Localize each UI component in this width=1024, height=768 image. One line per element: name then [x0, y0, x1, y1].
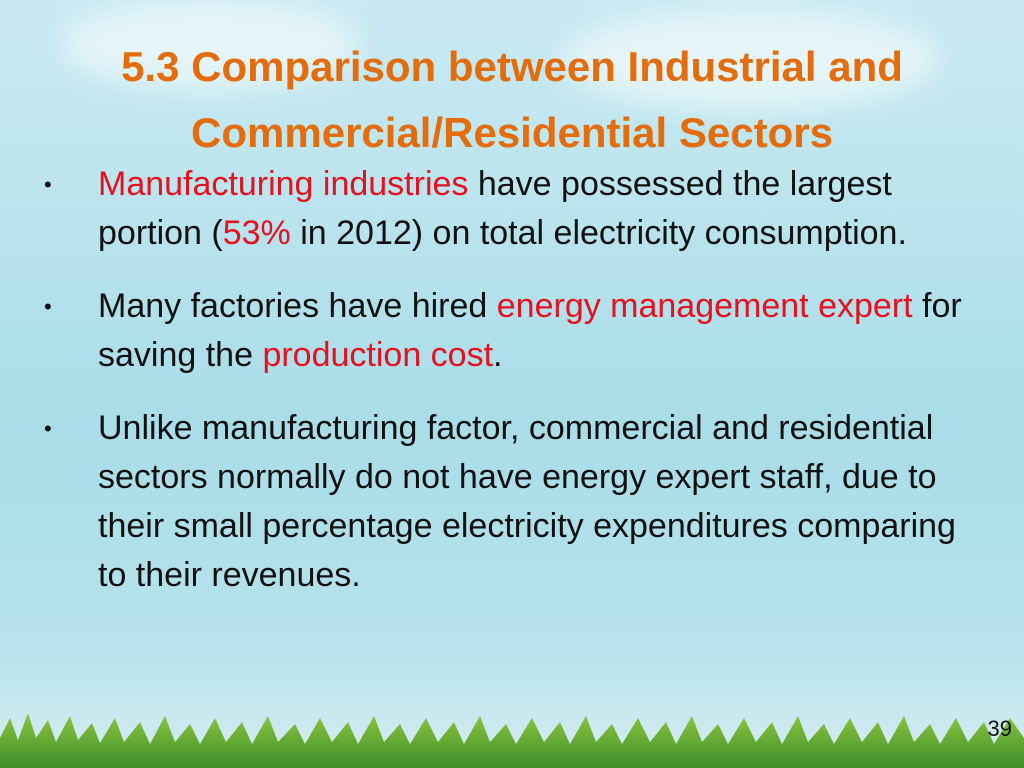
cloud: [60, 0, 360, 90]
highlight-text: production cost: [262, 336, 494, 374]
highlight-text: energy management expert: [496, 287, 913, 325]
text: Many factories have hired: [98, 287, 497, 325]
bullet-list: Manufacturing industries have possessed …: [40, 160, 985, 624]
highlight-text: 53%: [222, 214, 291, 252]
title-line: 5.3 Comparison between Industrial and: [121, 43, 903, 90]
page-number: 39: [987, 716, 1012, 741]
text: .: [493, 336, 503, 374]
highlight-text: Manufacturing industries: [98, 165, 469, 203]
grass: [0, 713, 1024, 768]
slide-title: 5.3 Comparison between Industrial and Co…: [20, 34, 1004, 166]
bullet: Many factories have hired energy managem…: [40, 282, 985, 380]
text: have possessed the largest portion (: [98, 165, 892, 252]
title-line: Commercial/Residential Sectors: [191, 109, 833, 156]
cloud: [560, 10, 940, 110]
bullet: Manufacturing industries have possessed …: [40, 160, 985, 258]
bullet: Unlike manufacturing factor, commercial …: [40, 404, 985, 600]
text: in 2012) on total electricity consumptio…: [290, 214, 907, 252]
text: Unlike manufacturing factor, commercial …: [98, 409, 956, 594]
text: for saving the: [98, 287, 962, 374]
